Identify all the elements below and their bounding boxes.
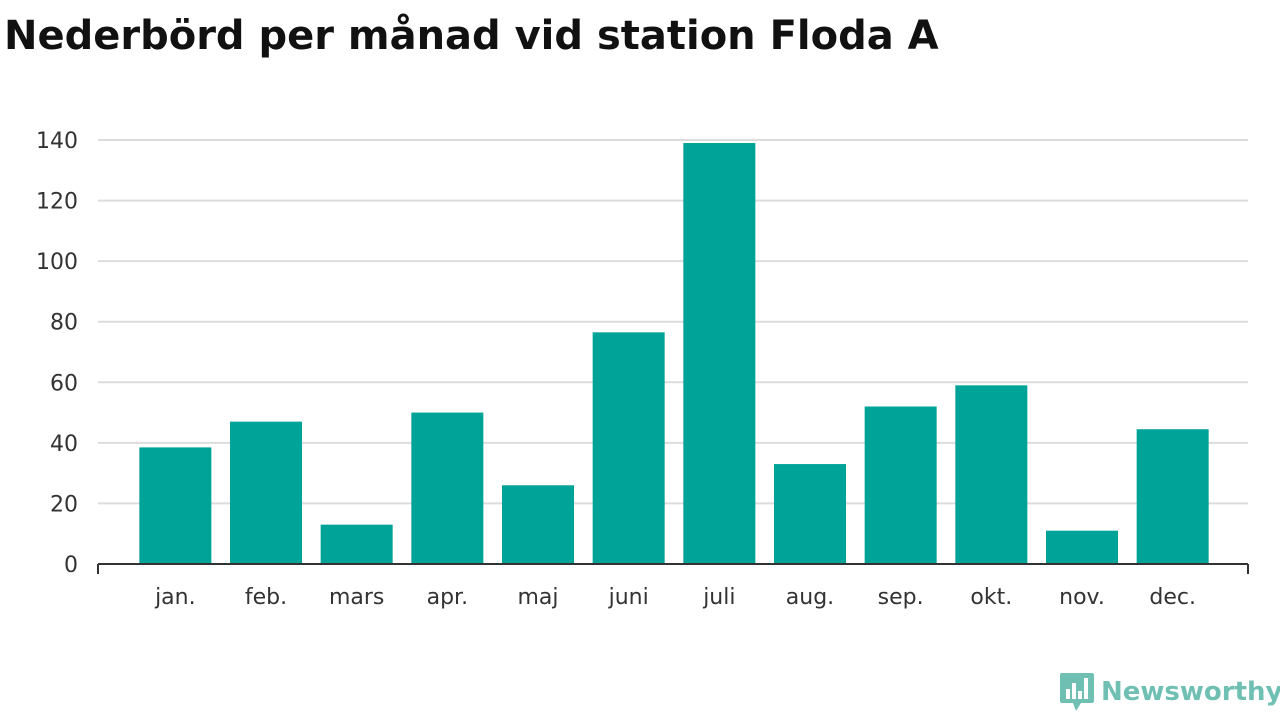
brand-name: Newsworthy (1101, 677, 1280, 707)
x-tick-label: okt. (970, 585, 1012, 610)
x-tick-label: juli (702, 585, 735, 610)
bar (864, 406, 937, 564)
y-tick-label: 120 (36, 190, 78, 215)
x-axis-tick-labels: jan. feb. mars apr. maj juni juli aug. sep. okt. n… (154, 585, 1196, 610)
y-tick-label: 40 (50, 432, 78, 457)
x-tick-label: maj (517, 585, 558, 610)
bar (1046, 530, 1118, 564)
x-tick-label: apr. (427, 585, 468, 610)
x-tick-label: aug. (786, 585, 834, 610)
x-axis (97, 563, 1249, 574)
y-tick-label: 100 (36, 250, 78, 275)
x-tick-label: sep. (878, 585, 924, 610)
bar (230, 421, 302, 564)
chart-title: Nederbörd per månad vid station Floda A (4, 13, 939, 59)
bar (955, 385, 1028, 564)
x-tick-label: nov. (1059, 585, 1105, 610)
bar (592, 332, 665, 564)
y-tick-label: 80 (50, 311, 78, 336)
bar (411, 412, 484, 564)
bar (1136, 429, 1209, 564)
bar (774, 464, 846, 564)
y-axis-tick-labels: 0 20 40 60 80 100 120 140 (36, 129, 78, 578)
bar (502, 485, 574, 564)
newsworthy-brand: Newsworthy (1059, 672, 1280, 712)
y-tick-label: 140 (36, 129, 78, 154)
y-tick-label: 60 (50, 371, 78, 396)
x-tick-label: feb. (245, 585, 287, 610)
bar (320, 524, 393, 564)
y-tick-label: 20 (50, 492, 78, 517)
newsworthy-logo-icon (1060, 673, 1094, 711)
x-tick-label: juni (608, 585, 649, 610)
y-tick-label: 0 (64, 553, 78, 578)
bar (683, 143, 756, 564)
bar-chart: 0 20 40 60 80 100 120 140 jan. feb. mars apr. maj ju… (36, 129, 1249, 610)
x-tick-label: mars (329, 585, 384, 610)
x-tick-label: dec. (1149, 585, 1196, 610)
x-tick-label: jan. (154, 585, 196, 610)
bars (139, 143, 1209, 564)
bar (139, 447, 212, 564)
